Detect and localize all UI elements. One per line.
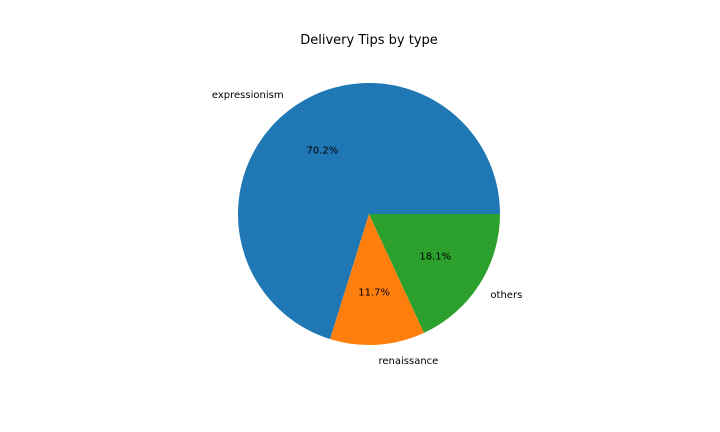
slice-percent-others: 18.1% (419, 251, 451, 262)
slice-percent-expressionism: 70.2% (307, 146, 339, 157)
slice-percent-renaissance: 11.7% (358, 287, 390, 298)
slice-label-expressionism: expressionism (212, 90, 284, 101)
pie-slice-expressionism (238, 83, 501, 340)
slice-label-others: others (490, 290, 522, 301)
pie-labels: expressionism 70.2% renaissance 11.7% others… (212, 90, 522, 367)
chart-title: Delivery Tips by type (300, 33, 438, 48)
pie-slices (238, 83, 501, 345)
slice-label-renaissance: renaissance (378, 356, 438, 367)
pie-slice-renaissance (330, 214, 425, 345)
pie-slice-others (369, 214, 500, 333)
